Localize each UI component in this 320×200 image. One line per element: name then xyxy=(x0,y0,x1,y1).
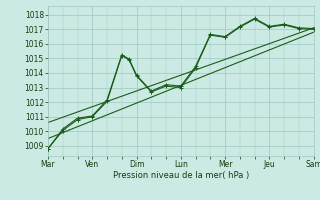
X-axis label: Pression niveau de la mer( hPa ): Pression niveau de la mer( hPa ) xyxy=(113,171,249,180)
